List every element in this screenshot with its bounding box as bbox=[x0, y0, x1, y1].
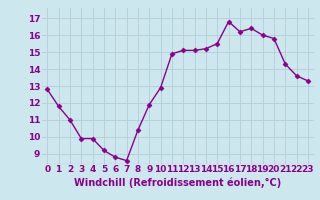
X-axis label: Windchill (Refroidissement éolien,°C): Windchill (Refroidissement éolien,°C) bbox=[74, 177, 281, 188]
